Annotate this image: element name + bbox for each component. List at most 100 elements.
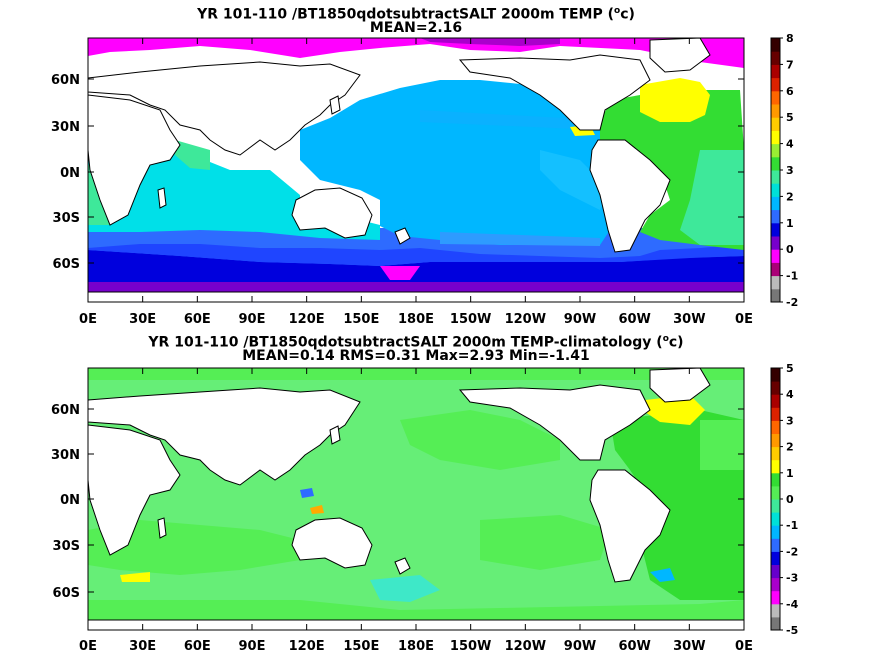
- colorbar-tick-label: 0: [786, 243, 794, 256]
- colorbar-tick-label: -2: [786, 296, 798, 309]
- colorbar-segment: [771, 222, 780, 237]
- colorbar-segment: [771, 407, 780, 421]
- lon-tick-label: 60E: [184, 312, 211, 327]
- colorbar-segment: [771, 577, 780, 592]
- colorbar-segment: [771, 420, 780, 434]
- colorbar-tick-label: 3: [786, 414, 794, 427]
- lon-tick-label: 120W: [505, 312, 546, 327]
- lon-tick-label: 0E: [79, 312, 97, 327]
- colorbar-segment: [771, 616, 780, 631]
- panel2-map: [88, 368, 744, 630]
- lat-tick-label: 60N: [51, 73, 80, 88]
- lon-tick-label: 180E: [398, 312, 434, 327]
- colorbar-segment: [771, 603, 780, 618]
- colorbar-segment: [771, 551, 780, 565]
- colorbar-segment: [771, 117, 780, 131]
- colorbar-tick-label: 2: [786, 441, 794, 454]
- colorbar-segment: [771, 90, 780, 105]
- colorbar-segment: [771, 183, 780, 197]
- colorbar-segment: [771, 130, 780, 145]
- panel2-lon-axis: 0E 30E 60E 90E 120E 150E 180E 150W 120W 90W 60W 30W…: [79, 368, 753, 654]
- colorbar-segment: [771, 288, 780, 303]
- colorbar-segment: [771, 236, 780, 250]
- colorbar-tick-label: -4: [786, 598, 799, 611]
- lon-tick-label: 90E: [239, 639, 266, 654]
- colorbar-segment: [771, 590, 780, 605]
- lon-tick-label: 120E: [289, 639, 325, 654]
- colorbar-segment: [771, 394, 780, 408]
- panel1-colorbar: 8 7 6 5 4 3 2 1 0 -1 -2: [770, 32, 798, 309]
- colorbar-tick-label: 4: [786, 138, 794, 151]
- lon-tick-label: 120E: [289, 312, 325, 327]
- panel2-lat-axis: 60N 30N 0N 30S 60S: [51, 403, 744, 601]
- lon-tick-label: 60W: [618, 312, 650, 327]
- panel1-stats: MEAN=2.16: [369, 20, 463, 36]
- colorbar-segment: [771, 196, 780, 211]
- colorbar-tick-label: -3: [786, 572, 798, 585]
- lon-tick-label: 90E: [239, 312, 266, 327]
- colorbar-segment: [771, 64, 780, 79]
- colorbar-tick-label: -5: [786, 624, 798, 637]
- colorbar-segment: [771, 104, 780, 118]
- lon-tick-label: 60E: [184, 639, 211, 654]
- colorbar-segment: [771, 262, 780, 277]
- panel1-lon-axis: 0E 30E 60E 90E 120E 150E 180E 150W 120W 90W 60W 30W…: [79, 38, 753, 327]
- lon-tick-label: 150E: [343, 639, 379, 654]
- lon-tick-label: 0E: [735, 639, 753, 654]
- colorbar-segment: [771, 381, 780, 395]
- colorbar-tick-label: 6: [786, 85, 794, 98]
- lon-tick-label: 150E: [343, 312, 379, 327]
- colorbar-tick-label: 7: [786, 58, 794, 71]
- lat-tick-label: 30N: [51, 120, 80, 135]
- lat-tick-label: 30S: [53, 211, 80, 226]
- colorbar-segment: [771, 143, 780, 158]
- colorbar-segment: [771, 368, 780, 382]
- lon-tick-label: 60W: [618, 639, 650, 654]
- colorbar-tick-label: 3: [786, 164, 794, 177]
- colorbar-segment: [771, 77, 780, 92]
- panel2-title: YR 101-110 /BT1850qdotsubtractSALT 2000m…: [148, 334, 684, 351]
- lon-tick-label: 0E: [735, 312, 753, 327]
- lat-tick-label: 30N: [51, 448, 80, 463]
- colorbar-segment: [771, 525, 780, 539]
- colorbar-tick-label: 0: [786, 493, 794, 506]
- colorbar-tick-label: 5: [786, 362, 794, 375]
- colorbar-segment: [771, 472, 780, 487]
- colorbar-segment: [771, 485, 780, 500]
- colorbar-segment: [771, 564, 780, 579]
- colorbar-tick-label: 1: [786, 217, 794, 230]
- lat-tick-label: 60S: [53, 586, 80, 601]
- lat-tick-label: 0N: [60, 493, 80, 508]
- colorbar-segment: [771, 446, 780, 461]
- lat-tick-label: 30S: [53, 539, 80, 554]
- colorbar-tick-label: 8: [786, 32, 794, 45]
- lon-tick-label: 180E: [398, 639, 434, 654]
- colorbar-segment: [771, 156, 780, 171]
- lon-tick-label: 120W: [505, 639, 546, 654]
- colorbar-segment: [771, 275, 780, 290]
- colorbar-tick-label: -1: [786, 270, 798, 283]
- colorbar-segment: [771, 459, 780, 474]
- panel1-title: YR 101-110 /BT1850qdotsubtractSALT 2000m…: [197, 6, 635, 23]
- colorbar-segment: [771, 249, 780, 263]
- colorbar-segment: [771, 433, 780, 448]
- lon-tick-label: 0E: [79, 639, 97, 654]
- panel2-stats: MEAN=0.14 RMS=0.31 Max=2.93 Min=-1.41: [242, 348, 590, 364]
- lon-tick-label: 30E: [129, 312, 156, 327]
- colorbar-segment: [771, 51, 780, 65]
- panel1-lat-axis: 60N 30N 0N 30S 60S: [51, 73, 744, 272]
- panel2-colorbar: 5 4 3 2 1 0 -1 -2 -3 -4 -5: [770, 362, 799, 637]
- colorbar-tick-label: 5: [786, 111, 794, 124]
- colorbar-segment: [771, 499, 780, 513]
- lat-tick-label: 0N: [60, 166, 80, 181]
- panel1-map: [88, 38, 744, 302]
- colorbar-segment: [771, 512, 780, 526]
- lat-tick-label: 60S: [53, 257, 80, 272]
- colorbar-tick-label: -1: [786, 519, 798, 532]
- lon-tick-label: 90W: [564, 639, 596, 654]
- colorbar-segment: [771, 38, 780, 52]
- colorbar-segment: [771, 209, 780, 224]
- lon-tick-label: 150W: [450, 312, 491, 327]
- lon-tick-label: 30E: [129, 639, 156, 654]
